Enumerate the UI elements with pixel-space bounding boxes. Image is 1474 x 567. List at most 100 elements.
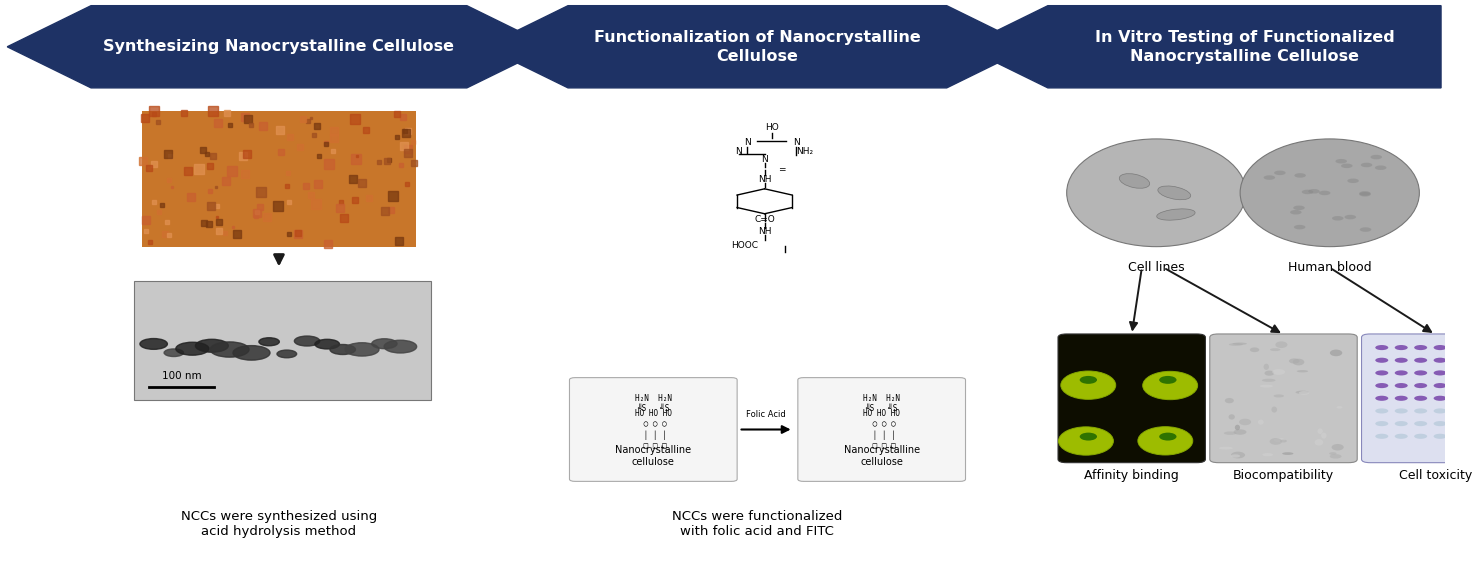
Ellipse shape <box>1274 438 1285 442</box>
Ellipse shape <box>1228 414 1235 420</box>
Text: NCCs were functionalized
with folic acid and FITC: NCCs were functionalized with folic acid… <box>672 510 843 539</box>
Text: HO HO HO
 ○ ○ ○
 │ │ │
 □ □ □: HO HO HO ○ ○ ○ │ │ │ □ □ □ <box>635 409 672 450</box>
Circle shape <box>1375 383 1389 388</box>
Text: In Vitro Testing of Functionalized
Nanocrystalline Cellulose: In Vitro Testing of Functionalized Nanoc… <box>1095 30 1394 64</box>
Polygon shape <box>964 6 1442 88</box>
Ellipse shape <box>1067 139 1246 247</box>
Circle shape <box>1414 370 1427 375</box>
Text: Biocompatibility: Biocompatibility <box>1232 469 1334 483</box>
Circle shape <box>175 342 209 355</box>
Text: Synthesizing Nanocrystalline Cellulose: Synthesizing Nanocrystalline Cellulose <box>103 39 454 54</box>
Circle shape <box>1453 408 1467 413</box>
Ellipse shape <box>1079 376 1097 384</box>
Circle shape <box>1434 421 1446 426</box>
Ellipse shape <box>1309 189 1319 193</box>
Ellipse shape <box>1272 407 1276 413</box>
Ellipse shape <box>1142 371 1198 400</box>
Circle shape <box>1375 421 1389 426</box>
Circle shape <box>1453 345 1467 350</box>
Circle shape <box>233 346 270 360</box>
Text: NH: NH <box>758 227 771 236</box>
Circle shape <box>1434 396 1446 401</box>
Circle shape <box>1473 370 1474 375</box>
Ellipse shape <box>1294 173 1306 177</box>
Ellipse shape <box>1361 227 1371 232</box>
Ellipse shape <box>1332 216 1343 221</box>
Circle shape <box>330 345 355 354</box>
Ellipse shape <box>1371 155 1383 159</box>
Ellipse shape <box>1263 363 1269 370</box>
Ellipse shape <box>1341 163 1353 168</box>
Text: NH₂: NH₂ <box>796 147 814 156</box>
Ellipse shape <box>1159 376 1176 384</box>
Text: HO HO HO
 ○ ○ ○
 │ │ │
 □ □ □: HO HO HO ○ ○ ○ │ │ │ □ □ □ <box>864 409 901 450</box>
Ellipse shape <box>1240 418 1251 425</box>
Circle shape <box>1473 383 1474 388</box>
Circle shape <box>1453 396 1467 401</box>
Ellipse shape <box>1330 452 1337 455</box>
Ellipse shape <box>1279 439 1287 442</box>
FancyBboxPatch shape <box>1210 334 1358 463</box>
Circle shape <box>1434 370 1446 375</box>
Ellipse shape <box>1231 454 1240 458</box>
Circle shape <box>1375 434 1389 439</box>
Circle shape <box>1473 396 1474 401</box>
Ellipse shape <box>1271 348 1281 351</box>
Ellipse shape <box>1274 171 1285 175</box>
Circle shape <box>164 349 183 357</box>
Ellipse shape <box>1344 215 1356 219</box>
Ellipse shape <box>1321 433 1327 439</box>
Ellipse shape <box>1296 391 1309 394</box>
Text: HOOC: HOOC <box>731 241 758 250</box>
Circle shape <box>1375 408 1389 413</box>
Ellipse shape <box>1219 447 1232 450</box>
Ellipse shape <box>1262 453 1274 456</box>
Ellipse shape <box>1290 210 1302 214</box>
Circle shape <box>1434 383 1446 388</box>
Polygon shape <box>483 6 1030 88</box>
Text: NH: NH <box>758 175 771 184</box>
Text: Affinity binding: Affinity binding <box>1085 469 1179 483</box>
Text: N: N <box>761 155 768 164</box>
Ellipse shape <box>1265 371 1274 376</box>
Ellipse shape <box>1315 439 1324 446</box>
Ellipse shape <box>1293 359 1304 365</box>
Ellipse shape <box>1299 391 1309 395</box>
Circle shape <box>277 350 296 358</box>
Circle shape <box>1453 434 1467 439</box>
Circle shape <box>1473 434 1474 439</box>
Ellipse shape <box>1061 371 1116 399</box>
Ellipse shape <box>1331 444 1344 451</box>
Circle shape <box>1414 345 1427 350</box>
Text: N: N <box>793 138 800 147</box>
FancyBboxPatch shape <box>134 281 430 400</box>
Circle shape <box>1434 434 1446 439</box>
Circle shape <box>259 338 280 346</box>
Text: H₂N  H₂N
╝S   ╝S: H₂N H₂N ╝S ╝S <box>635 394 672 413</box>
Text: HO: HO <box>765 123 778 132</box>
Circle shape <box>1394 408 1408 413</box>
Text: H₂N  H₂N
╝S   ╝S: H₂N H₂N ╝S ╝S <box>864 394 901 413</box>
Text: Human blood: Human blood <box>1288 261 1371 274</box>
Circle shape <box>1414 408 1427 413</box>
Ellipse shape <box>1225 398 1234 403</box>
Circle shape <box>1394 370 1408 375</box>
Ellipse shape <box>1294 225 1306 230</box>
Text: Folic Acid: Folic Acid <box>746 410 786 419</box>
Circle shape <box>1394 358 1408 363</box>
Circle shape <box>345 342 379 356</box>
Ellipse shape <box>1263 175 1275 180</box>
Ellipse shape <box>1257 420 1263 425</box>
Circle shape <box>385 340 417 353</box>
Circle shape <box>1394 434 1408 439</box>
Ellipse shape <box>1235 425 1240 430</box>
Ellipse shape <box>1275 341 1287 348</box>
Ellipse shape <box>1359 192 1371 197</box>
Ellipse shape <box>1361 163 1372 167</box>
Circle shape <box>1375 345 1389 350</box>
Text: Functionalization of Nanocrystalline
Cellulose: Functionalization of Nanocrystalline Cel… <box>594 30 921 64</box>
Circle shape <box>1434 358 1446 363</box>
Circle shape <box>1473 421 1474 426</box>
Ellipse shape <box>1058 427 1113 455</box>
Ellipse shape <box>1293 206 1304 210</box>
